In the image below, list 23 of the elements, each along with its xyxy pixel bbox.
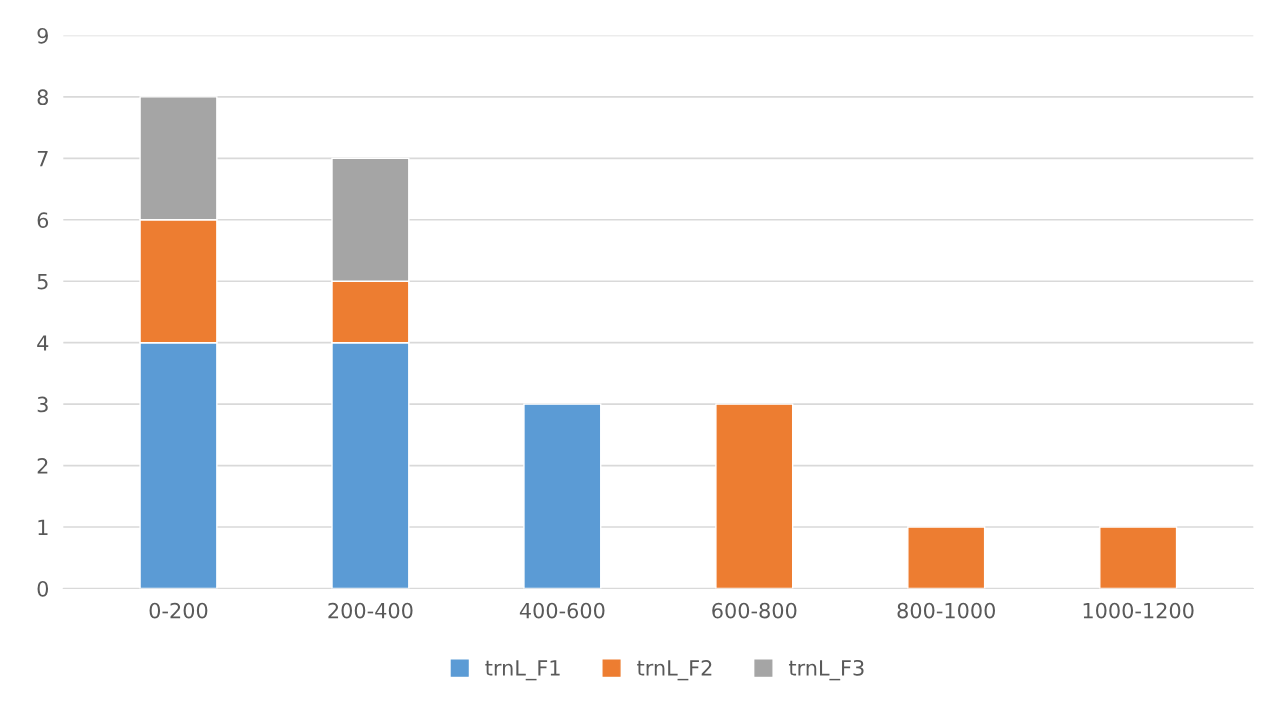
bar	[907, 526, 986, 589]
y-tick-label: 6	[37, 212, 49, 228]
y-tick-label: 0	[37, 580, 49, 597]
y-tick-label: 2	[37, 458, 48, 474]
y-tick-label: 9	[37, 27, 48, 44]
y-tick-label: 7	[37, 151, 48, 167]
legend-label: trnL_F3	[788, 659, 864, 681]
x-tick-label: 400-600	[519, 602, 605, 619]
y-tick-label: 5	[37, 273, 48, 290]
bar	[715, 403, 794, 589]
y-tick-label: 1	[38, 519, 48, 535]
x-tick-label: 200-400	[328, 602, 413, 619]
legend-label: trnL_F2	[637, 659, 712, 681]
bar	[523, 403, 602, 589]
y-tick-label: 3	[37, 396, 48, 413]
y-tick-label: 8	[37, 89, 48, 106]
y-tick-label: 4	[37, 335, 49, 351]
legend-label: trnL_F1	[485, 660, 560, 681]
bar	[1099, 526, 1178, 589]
x-tick-label: 1000-1200	[1083, 602, 1194, 619]
x-tick-label: 800-1000	[897, 602, 995, 619]
x-tick-label: 0-200	[149, 602, 208, 619]
x-tick-label: 600-800	[712, 602, 797, 619]
